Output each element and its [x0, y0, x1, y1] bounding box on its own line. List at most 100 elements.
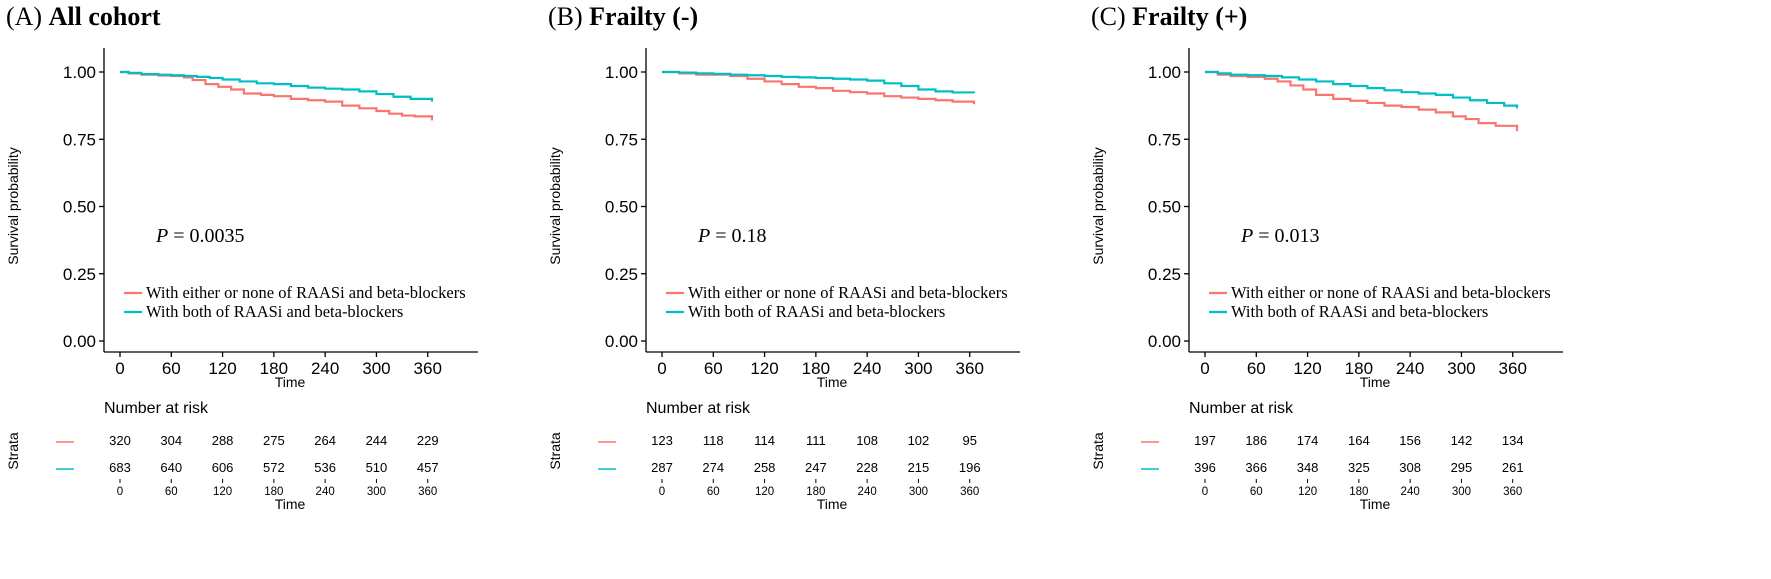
risk-count: 287 — [651, 460, 673, 475]
x-axis-label: Time — [275, 374, 306, 390]
y-tick-label: 0.75 — [1148, 130, 1181, 149]
x-axis-label: Time — [817, 374, 848, 390]
risk-x-tick-label: 360 — [1503, 486, 1522, 498]
risk-count: 186 — [1245, 433, 1267, 448]
risk-count: 308 — [1399, 460, 1421, 475]
risk-count: 244 — [366, 433, 388, 448]
x-tick-label: 180 — [260, 359, 288, 378]
risk-x-tick-label: 60 — [707, 486, 720, 498]
risk-count: 274 — [702, 460, 724, 475]
panel-title-prefix: (A) — [6, 2, 49, 31]
risk-count: 229 — [417, 433, 439, 448]
panel-1: (B) Frailty (-) 0.00 0.25 0.50 0.75 1.00 0 60 12… — [547, 2, 1020, 512]
risk-count: 196 — [959, 460, 981, 475]
risk-count: 304 — [160, 433, 182, 448]
y-tick-label: 0.50 — [605, 198, 638, 217]
risk-count: 108 — [856, 433, 878, 448]
risk-x-tick-label: 180 — [806, 486, 825, 498]
x-tick-label: 120 — [208, 359, 236, 378]
risk-x-tick-label: 180 — [264, 486, 283, 498]
risk-x-tick-label: 120 — [755, 486, 774, 498]
risk-x-tick-label: 120 — [1298, 486, 1317, 498]
x-axis-label: Time — [1360, 374, 1391, 390]
risk-count: 264 — [314, 433, 336, 448]
x-tick-label: 120 — [750, 359, 778, 378]
risk-x-tick-label: 360 — [960, 486, 979, 498]
risk-x-tick-label: 300 — [909, 486, 928, 498]
risk-count: 606 — [212, 460, 234, 475]
panel-title: (C) Frailty (+) — [1091, 2, 1247, 31]
risk-x-tick-label: 120 — [213, 486, 232, 498]
panel-title-prefix: (B) — [548, 2, 589, 31]
y-axis-label: Survival probability — [547, 147, 563, 265]
x-tick-label: 300 — [904, 359, 932, 378]
series-line-both — [1205, 70, 1519, 109]
risk-count: 396 — [1194, 460, 1216, 475]
panel-title-text: All cohort — [49, 2, 161, 31]
risk-strata-label: Strata — [1090, 432, 1106, 470]
risk-x-tick-label: 0 — [117, 486, 123, 498]
x-tick-label: 360 — [414, 359, 442, 378]
series-line-both — [120, 70, 434, 102]
y-axis-label: Survival probability — [1090, 147, 1106, 265]
y-tick-label: 1.00 — [1148, 63, 1181, 82]
legend-label-both: With both of RAASi and beta-blockers — [146, 302, 403, 321]
risk-count: 457 — [417, 460, 439, 475]
y-tick-label: 1.00 — [63, 63, 96, 82]
risk-strata-label: Strata — [547, 432, 563, 470]
risk-count: 123 — [651, 433, 673, 448]
risk-count: 640 — [160, 460, 182, 475]
y-tick-label: 0.25 — [605, 265, 638, 284]
risk-x-tick-label: 0 — [659, 486, 665, 498]
risk-count: 275 — [263, 433, 285, 448]
risk-x-axis-label: Time — [1360, 496, 1391, 512]
series-line-either_none — [120, 70, 434, 121]
panel-title: (B) Frailty (-) — [548, 2, 698, 31]
risk-count: 261 — [1502, 460, 1524, 475]
risk-x-tick-label: 360 — [418, 486, 437, 498]
y-tick-label: 0.25 — [1148, 265, 1181, 284]
x-tick-label: 180 — [802, 359, 830, 378]
risk-table-title: Number at risk — [1189, 400, 1294, 417]
risk-count: 348 — [1297, 460, 1319, 475]
risk-count: 510 — [366, 460, 388, 475]
x-tick-label: 0 — [657, 359, 666, 378]
risk-x-tick-label: 60 — [1250, 486, 1263, 498]
risk-count: 164 — [1348, 433, 1370, 448]
series-line-both — [662, 70, 976, 94]
x-tick-label: 60 — [1247, 359, 1266, 378]
x-tick-label: 300 — [362, 359, 390, 378]
y-tick-label: 0.25 — [63, 265, 96, 284]
risk-x-tick-label: 240 — [316, 486, 335, 498]
y-tick-label: 0.50 — [1148, 198, 1181, 217]
risk-count: 111 — [806, 433, 826, 448]
p-value: P = 0.18 — [697, 225, 767, 247]
y-tick-label: 0.50 — [63, 198, 96, 217]
p-value-label: P — [1240, 225, 1253, 247]
legend-label-either_none: With either or none of RAASi and beta-bl… — [688, 283, 1008, 302]
risk-table-title: Number at risk — [104, 400, 209, 417]
legend-label-either_none: With either or none of RAASi and beta-bl… — [1231, 283, 1551, 302]
p-value-text: = 0.013 — [1253, 225, 1319, 247]
risk-x-tick-label: 180 — [1349, 486, 1368, 498]
risk-count: 683 — [109, 460, 131, 475]
risk-table-title: Number at risk — [646, 400, 751, 417]
risk-x-tick-label: 0 — [1202, 486, 1208, 498]
y-tick-label: 0.00 — [1148, 332, 1181, 351]
risk-count: 228 — [856, 460, 878, 475]
risk-count: 536 — [314, 460, 336, 475]
risk-count: 215 — [908, 460, 930, 475]
risk-x-tick-label: 240 — [858, 486, 877, 498]
p-value-label: P — [155, 225, 168, 247]
y-tick-label: 0.00 — [63, 332, 96, 351]
x-tick-label: 240 — [1396, 359, 1424, 378]
x-tick-label: 0 — [1200, 359, 1209, 378]
risk-count: 102 — [908, 433, 930, 448]
p-value-label: P — [697, 225, 710, 247]
x-tick-label: 120 — [1293, 359, 1321, 378]
x-tick-label: 240 — [853, 359, 881, 378]
x-tick-label: 300 — [1447, 359, 1475, 378]
x-tick-label: 180 — [1345, 359, 1373, 378]
risk-count: 95 — [962, 433, 976, 448]
